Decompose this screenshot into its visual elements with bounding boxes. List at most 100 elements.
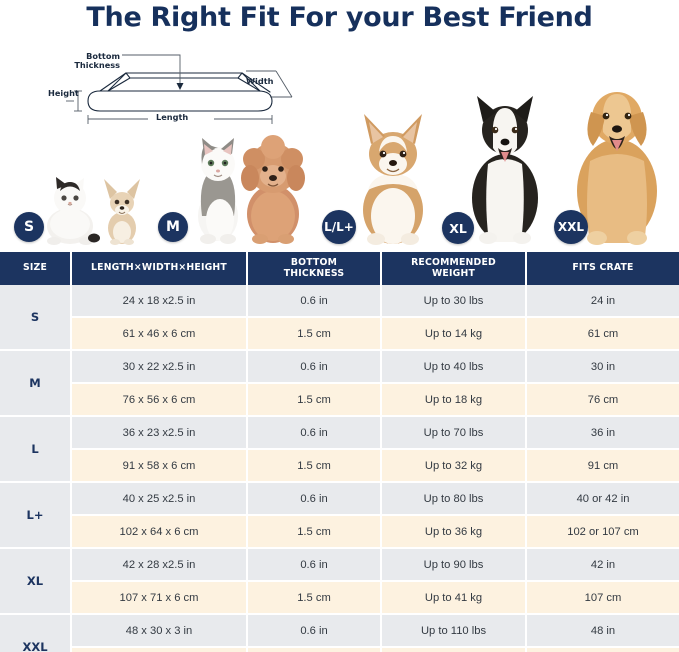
table-header-row: SIZE LENGTH×WIDTH×HEIGHT BOTTOM THICKNES… — [0, 252, 679, 285]
size-badge-m: M — [158, 212, 188, 242]
header-bottom-thickness-line1: BOTTOM — [290, 256, 338, 268]
unit-rows: 42 x 28 x2.5 in 0.6 in Up to 90 lbs 42 in 10… — [72, 549, 679, 615]
cell-size: S — [0, 285, 72, 351]
header-recommended-weight: RECOMMENDED WEIGHT — [382, 252, 527, 285]
cell-dimensions: 42 x 28 x2.5 in — [72, 549, 248, 582]
golden-retriever-xxl — [577, 92, 657, 245]
diagram-label-height: Height — [48, 88, 79, 98]
cell-dimensions: 40 x 25 x2.5 in — [72, 483, 248, 516]
cell-weight: Up to 36 kg — [382, 516, 527, 549]
size-badge-xl: XL — [442, 212, 474, 244]
pet-group-l — [363, 114, 423, 245]
cell-crate: 30 in — [527, 351, 679, 384]
table-subrow-imperial: 40 x 25 x2.5 in 0.6 in Up to 80 lbs 40 or 4… — [72, 483, 679, 516]
table-subrow-imperial: 42 x 28 x2.5 in 0.6 in Up to 90 lbs 42 in — [72, 549, 679, 582]
pet-group-xl — [472, 96, 538, 244]
table-subrow-metric: 61 x 46 x 6 cm 1.5 cm Up to 14 kg 61 cm — [72, 318, 679, 351]
cell-crate: 91 cm — [527, 450, 679, 483]
size-badge-l: L/L+ — [322, 210, 356, 244]
cell-weight: Up to 30 lbs — [382, 285, 527, 318]
chihuahua-small — [104, 179, 140, 245]
table-row: L+ 40 x 25 x2.5 in 0.6 in Up to 80 lbs 40 or… — [0, 483, 679, 549]
size-badge-xxl: XXL — [554, 210, 588, 244]
cell-crate: 107 cm — [527, 582, 679, 615]
cat-medium — [198, 138, 238, 244]
table-row: L 36 x 23 x2.5 in 0.6 in Up to 70 lbs 36 in 9… — [0, 417, 679, 483]
pet-group-s — [47, 177, 140, 245]
cell-crate: 61 cm — [527, 318, 679, 351]
table-subrow-imperial: 48 x 30 x 3 in 0.6 in Up to 110 lbs 48 in — [72, 615, 679, 648]
table-subrow-imperial: 24 x 18 x2.5 in 0.6 in Up to 30 lbs 24 in — [72, 285, 679, 318]
table-subrow-metric: 102 x 64 x 6 cm 1.5 cm Up to 36 kg 102 or 1… — [72, 516, 679, 549]
cell-thickness: 0.6 in — [248, 285, 382, 318]
border-collie-xl — [472, 96, 538, 244]
cell-weight: Up to 18 kg — [382, 384, 527, 417]
cell-weight: Up to 40 lbs — [382, 351, 527, 384]
cell-weight: Up to 50 kg — [382, 648, 527, 652]
table-row: XXL 48 x 30 x 3 in 0.6 in Up to 110 lbs 48 i… — [0, 615, 679, 652]
cell-weight: Up to 41 kg — [382, 582, 527, 615]
cell-thickness: 1.5 cm — [248, 648, 382, 652]
diagram-label-bottom-thickness: Bottom Thickness — [74, 51, 120, 71]
cell-thickness: 0.6 in — [248, 483, 382, 516]
cell-dimensions: 24 x 18 x2.5 in — [72, 285, 248, 318]
cell-crate: 102 or 107 cm — [527, 516, 679, 549]
header-bottom-thickness-line2: THICKNESS — [283, 267, 345, 279]
cell-dimensions: 48 x 30 x 3 in — [72, 615, 248, 648]
pet-group-xxl — [577, 92, 657, 245]
cell-crate: 40 or 42 in — [527, 483, 679, 516]
cell-thickness: 1.5 cm — [248, 384, 382, 417]
header-recommended-weight-line1: RECOMMENDED — [411, 256, 496, 268]
cell-thickness: 1.5 cm — [248, 516, 382, 549]
cell-thickness: 1.5 cm — [248, 450, 382, 483]
header-bottom-thickness: BOTTOM THICKNESS — [248, 252, 382, 285]
pet-size-illustrations: S — [0, 78, 679, 248]
cell-dimensions: 122 x 76 x 8 cm — [72, 648, 248, 652]
cell-size: L+ — [0, 483, 72, 549]
size-chart-table: SIZE LENGTH×WIDTH×HEIGHT BOTTOM THICKNES… — [0, 252, 679, 652]
table-row: XL 42 x 28 x2.5 in 0.6 in Up to 90 lbs 42 in… — [0, 549, 679, 615]
cell-size: M — [0, 351, 72, 417]
cell-crate: 24 in — [527, 285, 679, 318]
table-subrow-metric: 91 x 58 x 6 cm 1.5 cm Up to 32 kg 91 cm — [72, 450, 679, 483]
cell-thickness: 1.5 cm — [248, 582, 382, 615]
cell-thickness: 0.6 in — [248, 417, 382, 450]
cell-thickness: 0.6 in — [248, 549, 382, 582]
cell-crate: 36 in — [527, 417, 679, 450]
pet-group-m — [198, 135, 305, 244]
header-recommended-weight-line2: WEIGHT — [431, 267, 475, 279]
cell-size: L — [0, 417, 72, 483]
cell-crate: 122 cm — [527, 648, 679, 652]
unit-rows: 40 x 25 x2.5 in 0.6 in Up to 80 lbs 40 or 4… — [72, 483, 679, 549]
table-row: M 30 x 22 x2.5 in 0.6 in Up to 40 lbs 30 in 7… — [0, 351, 679, 417]
cell-size: XL — [0, 549, 72, 615]
cat-small — [47, 177, 100, 245]
unit-rows: 36 x 23 x2.5 in 0.6 in Up to 70 lbs 36 in 91… — [72, 417, 679, 483]
cell-size: XXL — [0, 615, 72, 652]
poodle-medium — [241, 135, 305, 244]
cell-crate: 42 in — [527, 549, 679, 582]
cell-weight: Up to 110 lbs — [382, 615, 527, 648]
cell-weight: Up to 80 lbs — [382, 483, 527, 516]
cell-weight: Up to 70 lbs — [382, 417, 527, 450]
header-dimensions: LENGTH×WIDTH×HEIGHT — [72, 252, 248, 285]
cell-dimensions: 107 x 71 x 6 cm — [72, 582, 248, 615]
table-body: S 24 x 18 x2.5 in 0.6 in Up to 30 lbs 24 in 6… — [0, 285, 679, 652]
table-row: S 24 x 18 x2.5 in 0.6 in Up to 30 lbs 24 in 6… — [0, 285, 679, 351]
corgi-large — [363, 114, 423, 245]
diagram-label-width: Width — [246, 76, 274, 86]
table-subrow-imperial: 36 x 23 x2.5 in 0.6 in Up to 70 lbs 36 in — [72, 417, 679, 450]
diagram-label-length: Length — [156, 112, 189, 122]
size-badge-s: S — [14, 212, 44, 242]
table-subrow-imperial: 30 x 22 x2.5 in 0.6 in Up to 40 lbs 30 in — [72, 351, 679, 384]
cell-dimensions: 91 x 58 x 6 cm — [72, 450, 248, 483]
table-subrow-metric: 107 x 71 x 6 cm 1.5 cm Up to 41 kg 107 cm — [72, 582, 679, 615]
cell-dimensions: 61 x 46 x 6 cm — [72, 318, 248, 351]
unit-rows: 30 x 22 x2.5 in 0.6 in Up to 40 lbs 30 in 76… — [72, 351, 679, 417]
cell-crate: 48 in — [527, 615, 679, 648]
cell-thickness: 0.6 in — [248, 615, 382, 648]
cell-dimensions: 102 x 64 x 6 cm — [72, 516, 248, 549]
cell-dimensions: 30 x 22 x2.5 in — [72, 351, 248, 384]
